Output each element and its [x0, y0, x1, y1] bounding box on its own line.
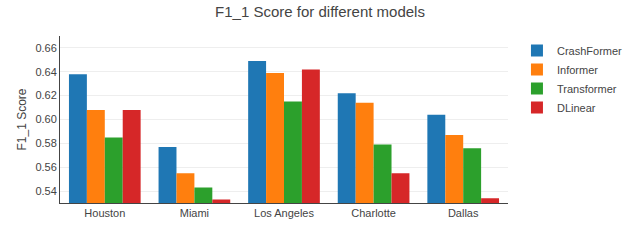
svg-text:Dallas: Dallas [448, 207, 479, 219]
svg-text:0.60: 0.60 [35, 113, 56, 125]
svg-text:DLinear: DLinear [557, 102, 596, 114]
svg-text:Houston: Houston [84, 207, 125, 219]
svg-text:F1_1 Score: F1_1 Score [15, 88, 29, 150]
svg-text:0.54: 0.54 [35, 185, 56, 197]
svg-text:0.56: 0.56 [35, 161, 56, 173]
svg-text:Los Angeles: Los Angeles [254, 207, 314, 219]
svg-text:0.66: 0.66 [35, 42, 56, 54]
svg-text:CrashFormer: CrashFormer [557, 45, 622, 57]
svg-text:Transformer: Transformer [557, 83, 617, 95]
svg-text:F1_1 Score for different model: F1_1 Score for different models [215, 3, 425, 20]
svg-text:0.58: 0.58 [35, 137, 56, 149]
svg-text:0.62: 0.62 [35, 89, 56, 101]
svg-text:Informer: Informer [557, 64, 598, 76]
svg-text:Charlotte: Charlotte [351, 207, 396, 219]
svg-text:Miami: Miami [180, 207, 209, 219]
svg-text:0.64: 0.64 [35, 66, 56, 78]
